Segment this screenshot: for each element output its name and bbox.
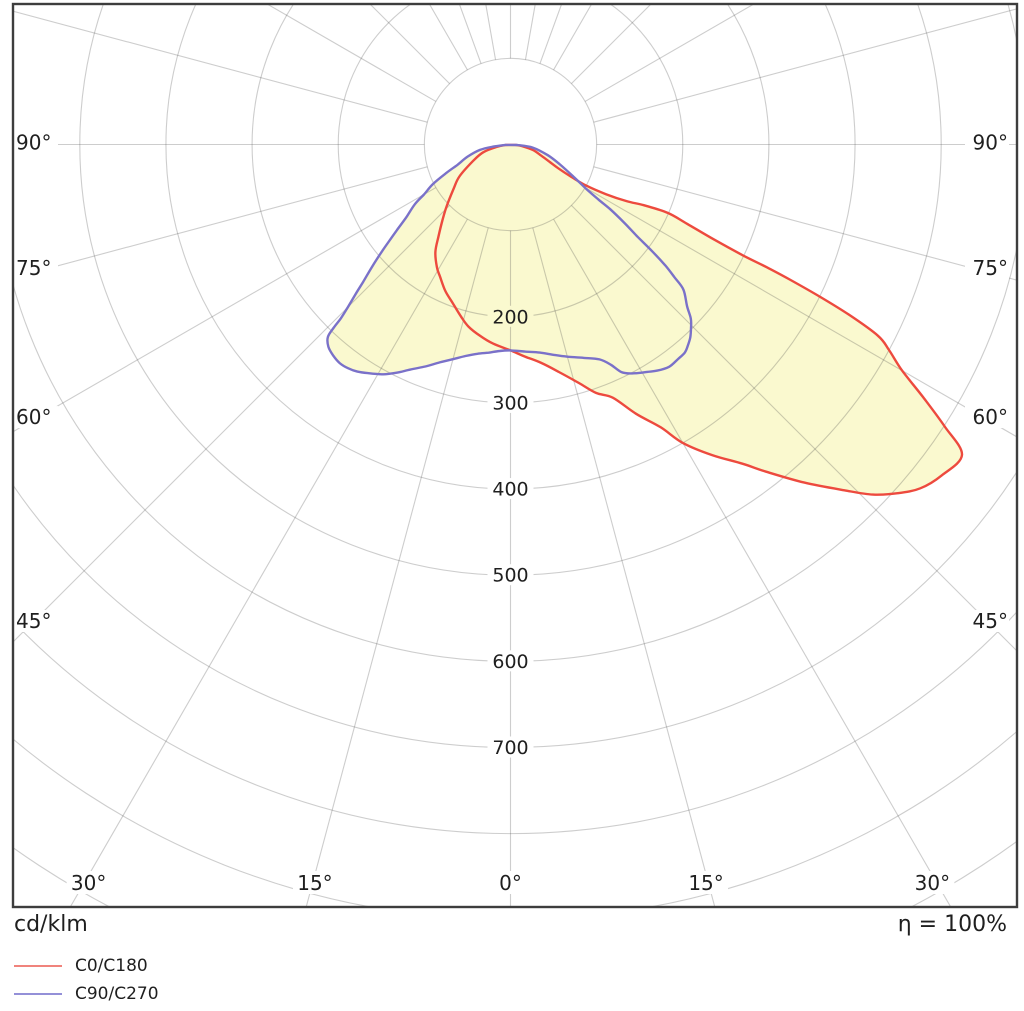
ring-label-bg-700 bbox=[487, 736, 534, 758]
ring-label-400: 400 bbox=[492, 479, 528, 501]
grid-line-170-left bbox=[485, 4, 497, 60]
ring-label-bg-500 bbox=[487, 564, 534, 586]
grid-line-150-right bbox=[553, 4, 593, 71]
grid-line-60-right bbox=[584, 187, 1017, 438]
grid-line-170-right bbox=[524, 4, 536, 60]
ring-label-bg-300 bbox=[487, 391, 534, 413]
angle-labels: 90° 90° 75° 75° 60° 60° 45° 45° 30° 15° 0° 15° 30° bbox=[14, 131, 1009, 895]
angle-label-bg bbox=[14, 610, 58, 632]
units-label: cd/klm bbox=[14, 912, 88, 937]
angle-label-right-90: 90° bbox=[973, 131, 1008, 155]
legend-line-blue bbox=[14, 993, 62, 995]
angle-label-bg bbox=[292, 871, 337, 894]
angle-label-bg bbox=[965, 610, 1009, 632]
angle-label-left-45: 45° bbox=[16, 609, 51, 633]
angle-label-bg bbox=[14, 131, 58, 154]
grid-line-120-left bbox=[266, 4, 437, 102]
angle-label-bg bbox=[965, 131, 1009, 154]
grid-line-75-right bbox=[593, 166, 1017, 281]
light-output-ratio-label: η = 100% bbox=[897, 912, 1007, 937]
grid-line-135-right bbox=[571, 4, 652, 84]
legend-label-c90-c270: C90/C270 bbox=[75, 984, 159, 1004]
ring-label-700: 700 bbox=[492, 737, 528, 759]
ring-labels: 200 300 400 500 600 700 bbox=[487, 305, 534, 759]
grid-line-30-left bbox=[69, 218, 468, 907]
angle-label-right-60: 60° bbox=[973, 405, 1008, 429]
grid-line-105-right bbox=[593, 8, 1017, 123]
ring-label-500: 500 bbox=[492, 565, 528, 587]
legend-line-red bbox=[14, 965, 62, 967]
ring-label-bg-400 bbox=[487, 478, 534, 500]
legend-item-c90-c270: C90/C270 bbox=[14, 980, 159, 1008]
grid-line-75-left bbox=[13, 166, 428, 279]
grid-line-45-right bbox=[571, 205, 1017, 652]
grid-line-120-right bbox=[584, 4, 755, 102]
angle-label-right-45: 45° bbox=[973, 609, 1008, 633]
angle-label-bottom-30: 30° bbox=[915, 871, 950, 895]
legend-label-c0-c180: C0/C180 bbox=[75, 956, 148, 976]
grid-line-15-right bbox=[532, 227, 716, 907]
angle-label-bg bbox=[14, 256, 58, 279]
angle-label-bg bbox=[66, 871, 111, 894]
curve-C0/C180 bbox=[434, 143, 964, 496]
ring-label-600: 600 bbox=[492, 651, 528, 673]
angle-label-bottom--30: 30° bbox=[71, 871, 106, 895]
ring-label-200: 200 bbox=[492, 306, 528, 328]
angle-label-bottom-15: 15° bbox=[688, 871, 723, 895]
grid-ring-800 bbox=[13, 610, 1017, 834]
grid-line-150-left bbox=[428, 4, 468, 71]
angle-label-right-75: 75° bbox=[973, 256, 1008, 280]
grid-line-60-left bbox=[13, 187, 437, 433]
grid-line-135-left bbox=[369, 4, 450, 84]
angle-label-left-60: 60° bbox=[16, 405, 51, 429]
grid-line-15-left bbox=[305, 227, 489, 907]
grid-line-105-left bbox=[13, 10, 428, 123]
ring-label-300: 300 bbox=[492, 392, 528, 414]
intensity-fill bbox=[327, 144, 963, 495]
grid-line-160-right bbox=[539, 4, 563, 64]
grid-line-45-left bbox=[13, 205, 450, 643]
ring-label-bg-600 bbox=[487, 650, 534, 672]
legend: C0/C180 C90/C270 bbox=[14, 952, 159, 1008]
grid-ring-100 bbox=[423, 57, 598, 232]
grid-line-30-right bbox=[553, 218, 952, 907]
angle-label-bg bbox=[965, 256, 1009, 279]
angle-label-left-75: 75° bbox=[16, 256, 51, 280]
angle-label-bg bbox=[965, 406, 1009, 429]
ring-label-bg-200 bbox=[487, 305, 534, 327]
angle-label-bg bbox=[488, 871, 533, 894]
angle-label-left-90: 90° bbox=[16, 131, 51, 155]
legend-item-c0-c180: C0/C180 bbox=[14, 952, 159, 980]
angle-label-bg bbox=[684, 871, 729, 894]
angle-label-bg bbox=[14, 406, 58, 429]
plot-frame bbox=[11, 2, 1019, 909]
grid-line-160-left bbox=[458, 4, 482, 64]
angle-label-bg bbox=[910, 871, 955, 894]
curve-C90/C270 bbox=[326, 143, 693, 376]
angle-label-bottom-0: 0° bbox=[499, 871, 522, 895]
angle-label-bottom--15: 15° bbox=[297, 871, 332, 895]
